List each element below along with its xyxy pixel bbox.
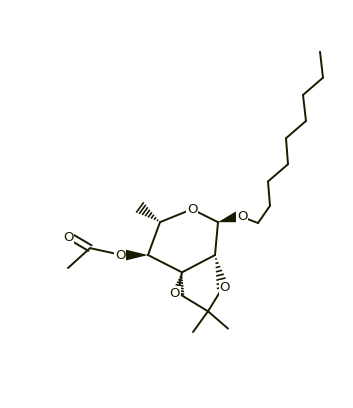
Text: O: O (170, 286, 180, 299)
Polygon shape (122, 249, 148, 262)
Text: O: O (63, 231, 73, 244)
Text: O: O (220, 281, 230, 294)
Text: O: O (237, 210, 247, 223)
Polygon shape (218, 210, 242, 222)
Text: O: O (115, 248, 125, 262)
Text: O: O (187, 203, 197, 216)
